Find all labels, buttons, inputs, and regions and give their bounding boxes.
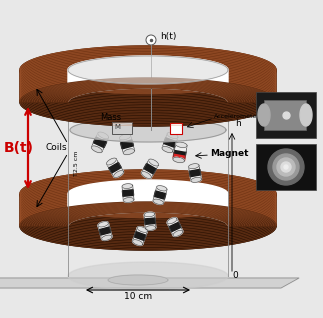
Polygon shape xyxy=(120,135,135,153)
Circle shape xyxy=(268,149,304,185)
Polygon shape xyxy=(91,146,102,153)
Polygon shape xyxy=(20,78,276,126)
Polygon shape xyxy=(132,240,143,245)
Text: Mass: Mass xyxy=(100,113,121,122)
Polygon shape xyxy=(120,140,133,149)
Polygon shape xyxy=(123,197,134,202)
Polygon shape xyxy=(153,199,163,204)
Polygon shape xyxy=(145,226,156,230)
Polygon shape xyxy=(300,104,312,126)
Polygon shape xyxy=(70,118,226,142)
Polygon shape xyxy=(122,186,134,200)
Polygon shape xyxy=(114,170,124,177)
Polygon shape xyxy=(144,212,155,217)
Polygon shape xyxy=(157,186,167,191)
Polygon shape xyxy=(91,133,109,152)
Circle shape xyxy=(284,165,288,169)
Polygon shape xyxy=(20,70,276,126)
Text: Coils: Coils xyxy=(45,143,67,152)
Polygon shape xyxy=(149,159,159,166)
Polygon shape xyxy=(164,138,176,147)
Polygon shape xyxy=(258,104,270,126)
Bar xyxy=(256,144,316,190)
Polygon shape xyxy=(169,222,181,232)
Polygon shape xyxy=(162,147,173,153)
Polygon shape xyxy=(20,194,276,250)
Polygon shape xyxy=(144,214,156,228)
Circle shape xyxy=(281,162,291,172)
Polygon shape xyxy=(145,218,155,225)
Polygon shape xyxy=(137,227,148,232)
Polygon shape xyxy=(189,165,202,181)
Polygon shape xyxy=(20,170,276,218)
Polygon shape xyxy=(109,162,121,173)
Text: 10 cm: 10 cm xyxy=(124,292,152,301)
Polygon shape xyxy=(68,262,228,290)
Polygon shape xyxy=(173,230,183,237)
Polygon shape xyxy=(174,149,186,155)
Polygon shape xyxy=(189,169,201,177)
Polygon shape xyxy=(167,132,178,139)
Polygon shape xyxy=(107,159,123,177)
Polygon shape xyxy=(154,191,166,199)
Circle shape xyxy=(146,35,156,45)
Polygon shape xyxy=(191,177,202,183)
Polygon shape xyxy=(153,187,167,203)
Polygon shape xyxy=(173,157,184,162)
Text: B(t): B(t) xyxy=(4,141,34,155)
Polygon shape xyxy=(175,142,187,148)
Polygon shape xyxy=(20,78,276,102)
Circle shape xyxy=(273,154,299,180)
Polygon shape xyxy=(141,160,158,178)
Polygon shape xyxy=(141,172,151,178)
Polygon shape xyxy=(167,218,177,224)
Polygon shape xyxy=(122,184,133,189)
Polygon shape xyxy=(102,235,112,240)
Polygon shape xyxy=(162,134,178,151)
Polygon shape xyxy=(175,144,187,151)
Text: h: h xyxy=(235,119,241,128)
FancyBboxPatch shape xyxy=(112,122,132,134)
Polygon shape xyxy=(98,222,109,227)
Polygon shape xyxy=(144,163,156,174)
Polygon shape xyxy=(0,278,299,288)
Polygon shape xyxy=(123,149,135,155)
Polygon shape xyxy=(20,170,276,226)
Polygon shape xyxy=(98,223,112,239)
Polygon shape xyxy=(68,180,228,226)
Polygon shape xyxy=(173,153,185,161)
Polygon shape xyxy=(122,190,133,196)
Polygon shape xyxy=(119,134,131,140)
FancyBboxPatch shape xyxy=(170,123,182,134)
Polygon shape xyxy=(134,232,146,240)
Polygon shape xyxy=(20,46,276,102)
Polygon shape xyxy=(133,228,147,245)
Text: T2.5 cm: T2.5 cm xyxy=(74,150,79,176)
Text: +: + xyxy=(177,154,182,159)
Polygon shape xyxy=(167,218,183,236)
Bar xyxy=(264,100,306,130)
Bar xyxy=(256,92,316,138)
Text: 0: 0 xyxy=(232,271,238,280)
Polygon shape xyxy=(99,227,111,235)
Text: Magnet: Magnet xyxy=(210,149,248,158)
Polygon shape xyxy=(68,56,228,102)
Text: Accelerometer: Accelerometer xyxy=(214,114,260,119)
Text: h(t): h(t) xyxy=(160,31,176,40)
Polygon shape xyxy=(68,56,228,84)
Polygon shape xyxy=(108,275,168,285)
Text: M: M xyxy=(114,124,120,130)
Polygon shape xyxy=(20,46,276,94)
Polygon shape xyxy=(98,132,109,139)
Polygon shape xyxy=(189,164,199,169)
Circle shape xyxy=(277,158,295,176)
Polygon shape xyxy=(20,202,276,226)
Polygon shape xyxy=(20,202,276,250)
Polygon shape xyxy=(107,158,116,165)
Polygon shape xyxy=(93,137,107,148)
